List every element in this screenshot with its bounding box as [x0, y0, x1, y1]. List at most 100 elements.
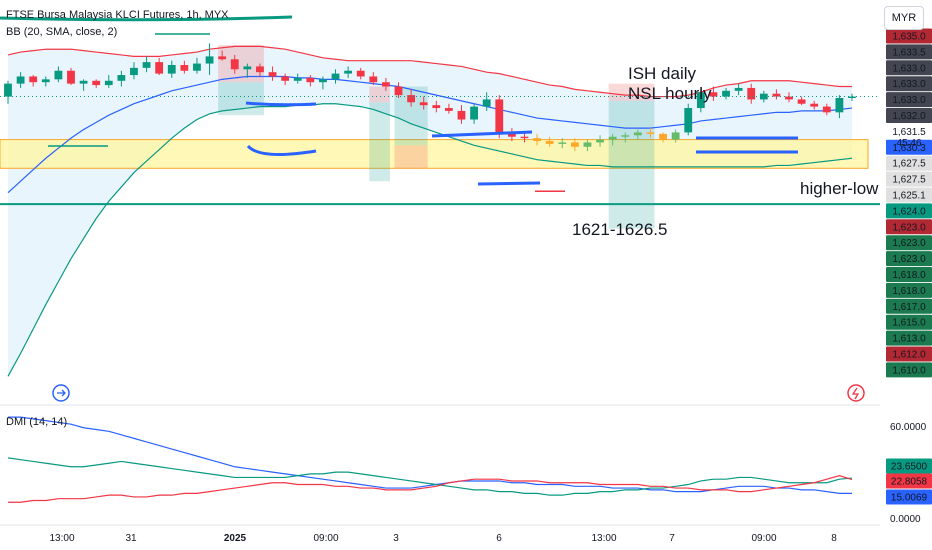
- candle-body: [835, 97, 844, 113]
- price-tick-bg: [886, 203, 932, 219]
- candle: [570, 138, 579, 152]
- dmi-indicator-label[interactable]: DMI (14, 14): [6, 416, 68, 428]
- lightning-icon: [851, 387, 860, 400]
- candle-body: [785, 96, 793, 100]
- candle-body: [482, 99, 491, 107]
- time-tick: 2025: [224, 533, 247, 544]
- price-tick: 1,624.0: [892, 206, 926, 217]
- candle: [432, 100, 441, 113]
- candle-body: [848, 96, 856, 98]
- candle-body: [117, 75, 126, 81]
- time-tick: 09:00: [313, 533, 338, 544]
- candle: [155, 57, 164, 76]
- candle: [54, 66, 63, 83]
- candle-body: [507, 132, 516, 137]
- candle: [268, 66, 277, 81]
- dmi-tick-top: 60.0000: [890, 422, 927, 433]
- price-tick-bg: [886, 155, 932, 171]
- dmi-tick-bottom: 0.0000: [890, 514, 921, 525]
- candle-body: [772, 93, 781, 97]
- candle-body: [92, 80, 101, 86]
- price-tick: 1,618.0: [892, 270, 926, 281]
- candle: [659, 132, 667, 143]
- candle: [230, 54, 239, 74]
- candle-body: [432, 105, 441, 109]
- bollinger-band-fill: [8, 46, 852, 377]
- candle-body: [419, 102, 428, 106]
- dmi-minus-line: [8, 475, 853, 503]
- candle: [356, 67, 365, 80]
- bb-indicator-label[interactable]: BB (20, SMA, close, 2): [6, 26, 118, 38]
- candle: [4, 80, 12, 104]
- price-tick: 1,633.0: [892, 79, 926, 90]
- candle: [671, 129, 680, 143]
- candle-body: [155, 62, 164, 74]
- candle: [520, 132, 529, 143]
- candle-body: [810, 103, 819, 107]
- price-tick-bg: [886, 60, 932, 76]
- price-tick: 1,623.0: [892, 254, 926, 265]
- price-tick: 1,633.0: [892, 95, 926, 106]
- candle-body: [130, 67, 138, 76]
- candle-body: [331, 73, 340, 80]
- candle-body: [268, 72, 277, 77]
- candle-body: [407, 95, 416, 103]
- price-tick-bg: [886, 346, 932, 362]
- currency-selector[interactable]: MYR: [884, 6, 924, 30]
- annotation-ish: ISH daily: [628, 64, 697, 83]
- candle-body: [394, 86, 403, 96]
- candle: [369, 72, 378, 86]
- price-tick: 1,632.0: [892, 111, 926, 122]
- candle: [167, 60, 176, 78]
- candle-body: [558, 142, 567, 144]
- price-tick: 1,625.1: [892, 191, 926, 202]
- bollinger-lines: [7, 45, 853, 377]
- candle-body: [344, 70, 353, 74]
- candle: [243, 63, 252, 78]
- candle-body: [696, 92, 705, 109]
- time-axis[interactable]: 13:00 31 2025 09:00 3 6 13:00 7 09:00 8: [0, 384, 880, 544]
- position-box-1-profit: [218, 82, 264, 116]
- candle: [382, 77, 390, 91]
- dmi-tag-minus-bg: [886, 473, 932, 489]
- candle-body: [243, 66, 252, 70]
- candle: [596, 135, 604, 147]
- price-tick-bg: [886, 139, 932, 155]
- candle: [16, 72, 25, 88]
- drawings: [0, 15, 880, 186]
- candle-body: [193, 63, 201, 71]
- dmi-tag-plus-bg: [886, 458, 932, 474]
- price-tick-bg: [886, 76, 932, 92]
- price-tick: 1,633.0: [892, 63, 926, 74]
- candle: [29, 75, 38, 87]
- candle-body: [545, 141, 554, 144]
- candle-body: [256, 66, 264, 73]
- price-tick: 1,612.0: [892, 350, 926, 361]
- drawing-blue-line-1: [245, 101, 317, 107]
- candle-body: [218, 56, 227, 60]
- candle: [306, 75, 315, 87]
- candle-body: [79, 80, 88, 84]
- annotation-zone: 1621-1626.5: [572, 220, 668, 239]
- price-tick-bg: [886, 28, 932, 44]
- position-box-3-loss: [394, 145, 428, 169]
- candle: [696, 89, 705, 113]
- candle: [772, 89, 781, 100]
- time-tick: 8: [831, 533, 837, 544]
- candle-body: [709, 92, 718, 97]
- candle-body: [104, 80, 113, 86]
- drawing-curve-top: [0, 15, 293, 22]
- candle: [394, 82, 403, 98]
- candle: [848, 93, 856, 101]
- candle-body: [621, 135, 630, 137]
- support-zone-rect: [0, 139, 869, 169]
- candle-body: [520, 136, 529, 139]
- candle: [319, 76, 327, 90]
- price-axis[interactable]: 1,635.0 1,633.5 1,633.0 1,633.0 1,633.0 1,632…: [880, 0, 932, 550]
- price-tick-bg: [886, 282, 932, 298]
- candle-body: [608, 136, 617, 140]
- price-tick: 1,633.5: [892, 47, 926, 58]
- candle: [293, 73, 302, 84]
- candle-body: [205, 56, 214, 64]
